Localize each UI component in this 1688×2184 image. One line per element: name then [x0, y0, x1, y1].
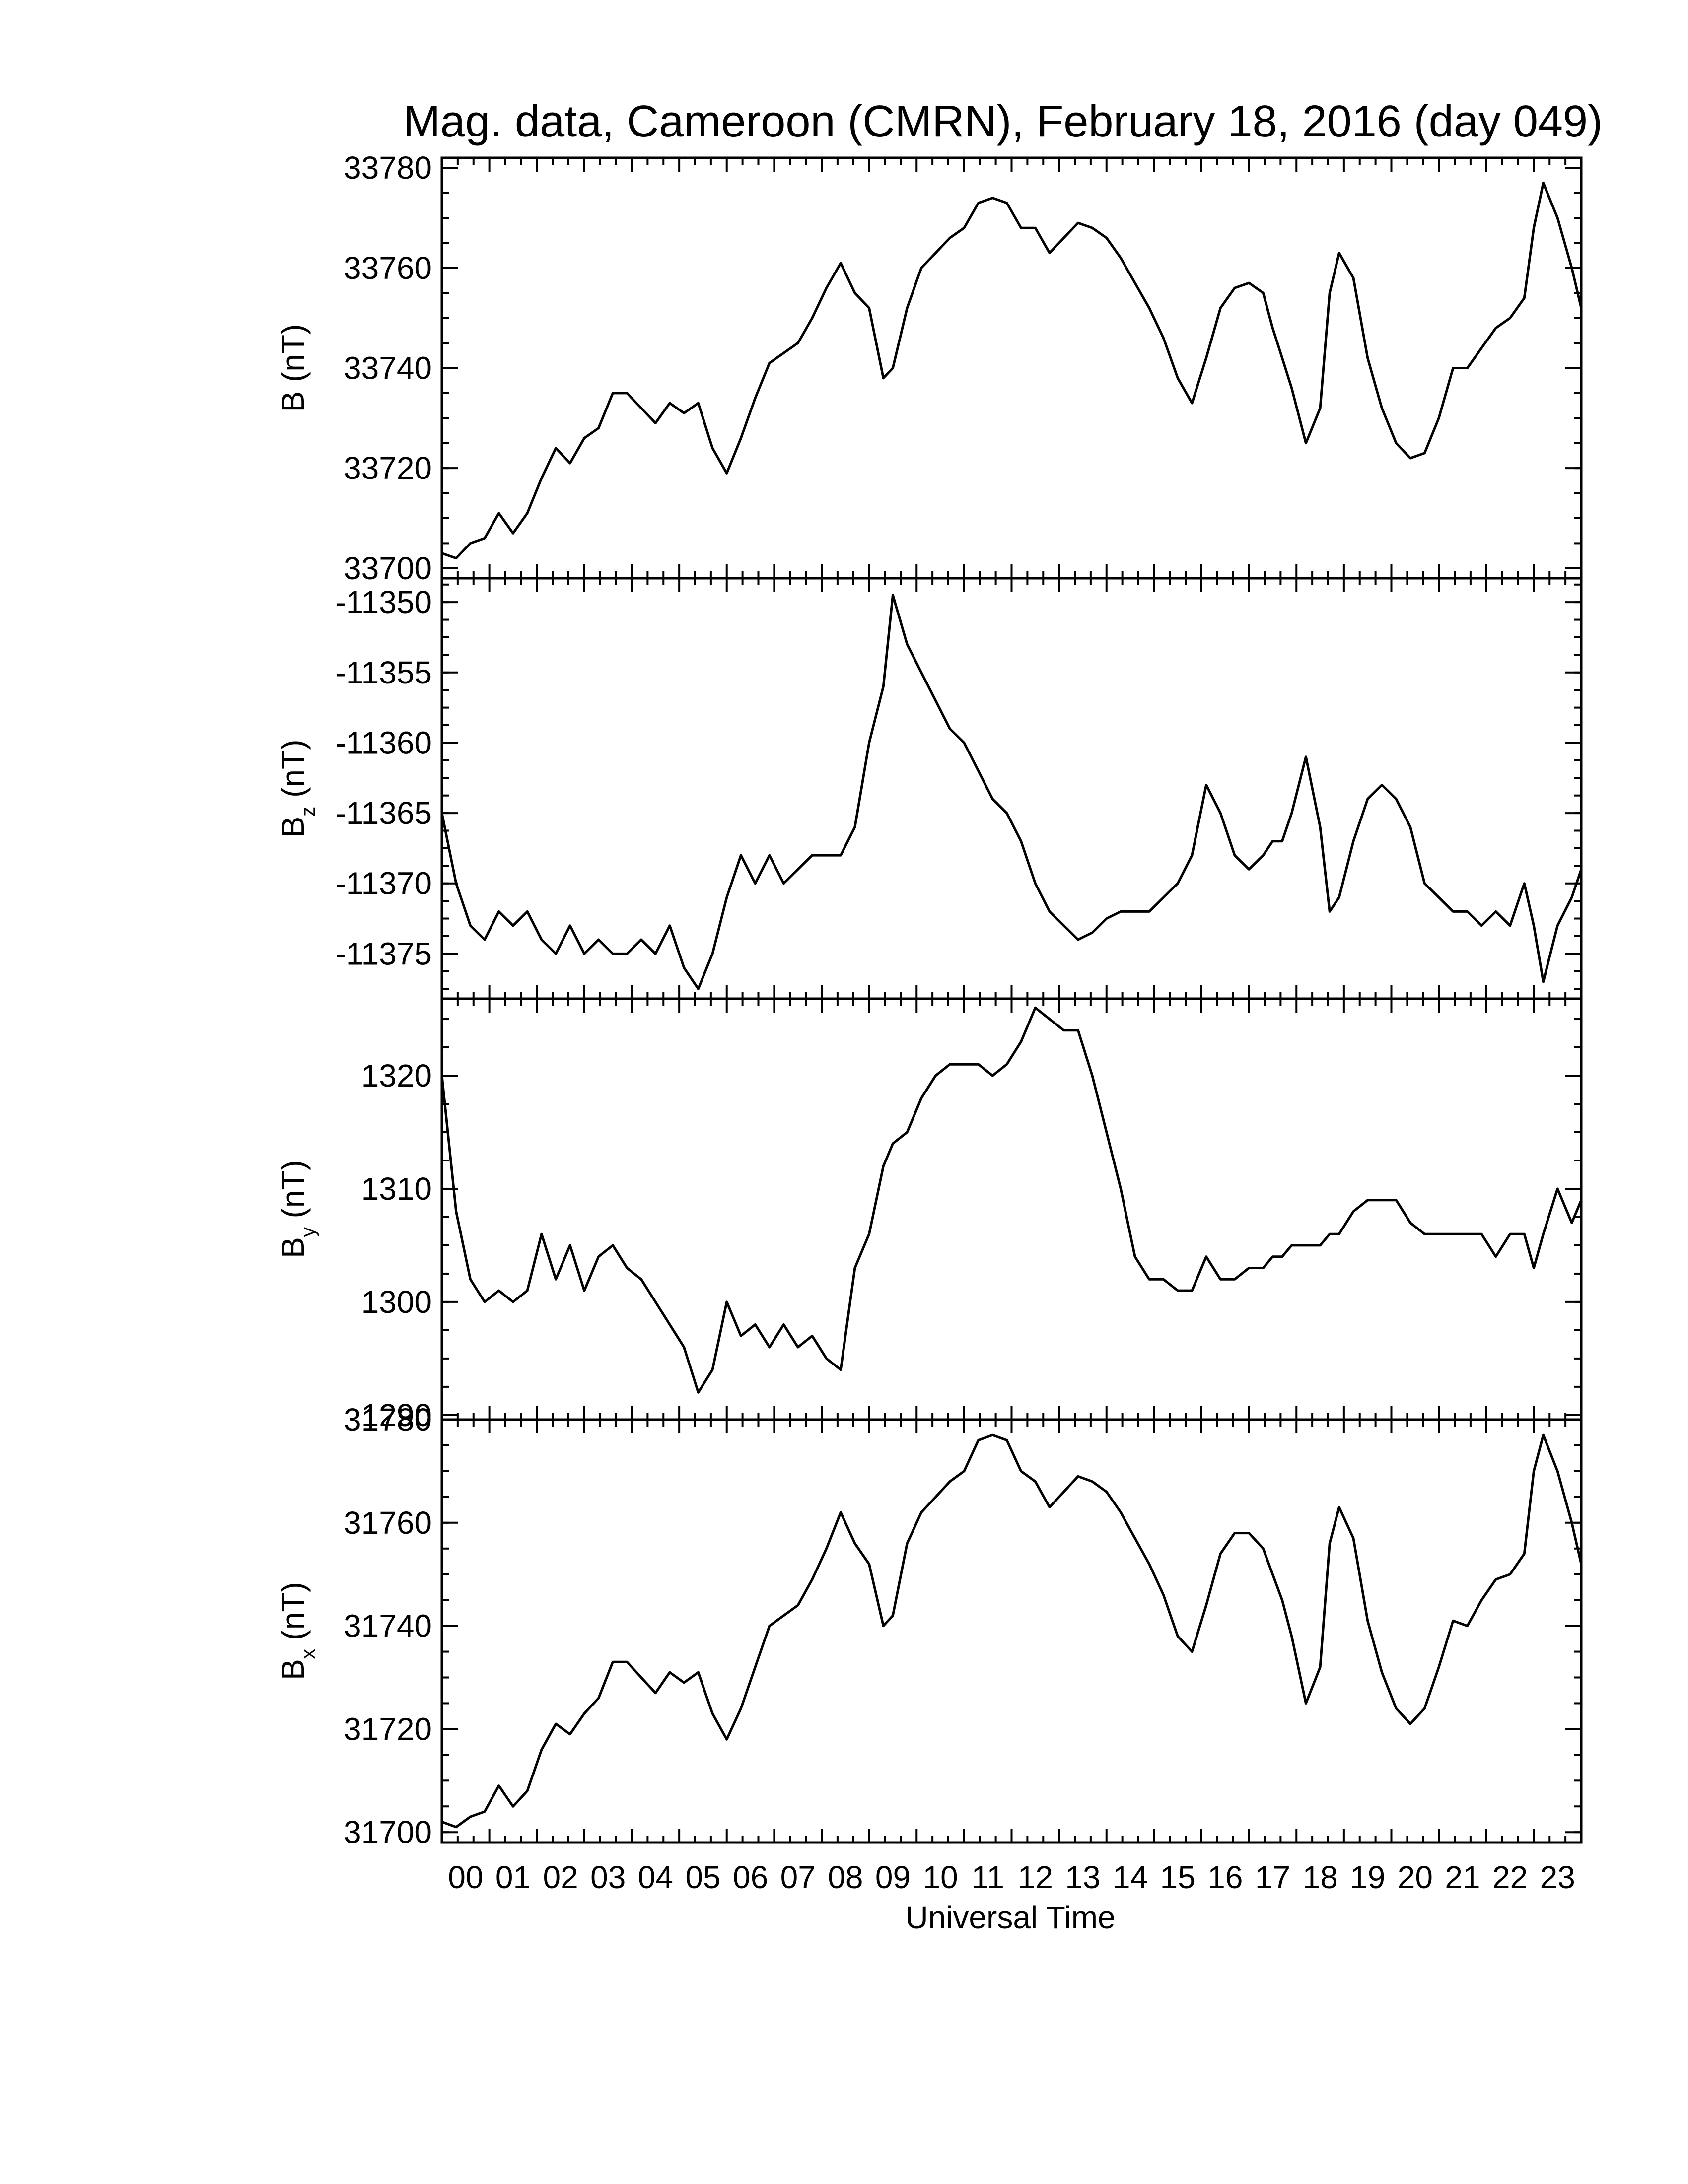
chart-title: Mag. data, Cameroon (CMRN), February 18,…: [403, 97, 1603, 146]
x-axis: 00 01 02 03 04 05 06 07 08 09 10 11 12 13 14 15 16 17 18 19…: [448, 1859, 1575, 1895]
y-tick-label: 1300: [361, 1284, 432, 1320]
y-axis-label-symbol: B: [275, 817, 311, 838]
x-tick-label: 05: [685, 1859, 720, 1895]
x-tick-label: 07: [780, 1859, 816, 1895]
x-tick-label: 10: [922, 1859, 958, 1895]
y-tick-label: 1320: [361, 1058, 432, 1093]
series-line-3: [441, 1433, 1583, 1829]
y-tick-label: 33780: [344, 150, 432, 186]
x-tick-label: 08: [828, 1859, 863, 1895]
x-tick-label: 15: [1160, 1859, 1196, 1895]
y-axis-label-subscript: y: [297, 1227, 319, 1237]
x-tick-label: 22: [1492, 1859, 1528, 1895]
x-tick-label: 00: [448, 1859, 483, 1895]
x-tick-label: 21: [1445, 1859, 1480, 1895]
y-tick-label: 1290: [361, 1397, 432, 1433]
y-axis-label: B (nT): [275, 324, 311, 412]
y-tick-label: -11375: [335, 936, 432, 971]
x-tick-label: 16: [1207, 1859, 1243, 1895]
y-axis-label-subscript: z: [297, 807, 319, 817]
y-axis-label: Bx (nT): [275, 1582, 319, 1680]
plot-frame: [440, 577, 1583, 1000]
y-axis-label-subscript: x: [297, 1649, 319, 1659]
y-axis-label-unit: (nT): [275, 740, 311, 807]
x-tick-label: 11: [971, 1859, 1004, 1895]
x-tick-label: 17: [1255, 1859, 1290, 1895]
panel-0: 33700 33720 33740 33760 33780 B (nT): [275, 150, 1583, 586]
x-tick-label: 13: [1065, 1859, 1100, 1895]
x-tick-label: 04: [638, 1859, 673, 1895]
y-axis-label-symbol: B: [275, 1237, 311, 1258]
x-tick-label: 18: [1302, 1859, 1337, 1895]
y-tick-label: -11365: [335, 795, 432, 831]
y-tick-label: 33720: [344, 450, 432, 486]
series-line-0: [441, 181, 1583, 560]
y-axis-label-symbol: B: [275, 1659, 311, 1680]
y-tick-label: 33740: [344, 350, 432, 386]
y-axis-label: By (nT): [275, 1160, 319, 1258]
y-tick-label: 31780: [344, 1402, 432, 1437]
y-tick-label: 31740: [344, 1608, 432, 1644]
x-tick-label: 09: [875, 1859, 911, 1895]
plot-frame: [440, 1418, 1583, 1844]
x-tick-label: 02: [543, 1859, 578, 1895]
panel-3: 31700 31720 31740 31760 31780 Bx (nT): [275, 1402, 1583, 1850]
x-tick-label: 19: [1350, 1859, 1385, 1895]
y-tick-label: -11350: [335, 584, 432, 620]
y-tick-label: 31700: [344, 1814, 432, 1850]
panel-1: -11375 -11370 -11365 -11360 -11355 -11350 Bz (…: [275, 577, 1583, 1000]
panel-2: 1290 1300 1310 1320 By (nT): [275, 997, 1583, 1433]
x-tick-label: 01: [495, 1859, 531, 1895]
x-tick-label: 14: [1113, 1859, 1148, 1895]
x-tick-label: 23: [1540, 1859, 1575, 1895]
y-axis-label-unit: (nT): [275, 1160, 311, 1227]
plot-frame: [440, 156, 1583, 580]
series-line-1: [440, 594, 1583, 990]
series-line-2: [440, 1006, 1583, 1394]
y-tick-label: 33700: [344, 550, 432, 586]
y-tick-label: 31720: [344, 1711, 432, 1747]
y-tick-label: 31760: [344, 1505, 432, 1541]
y-tick-label: -11355: [335, 655, 432, 690]
y-tick-label: 1310: [361, 1171, 432, 1207]
x-tick-label: 12: [1018, 1859, 1053, 1895]
x-axis-label: Universal Time: [905, 1900, 1115, 1935]
y-axis-label-unit: (nT): [275, 1582, 311, 1649]
x-tick-label: 20: [1398, 1859, 1433, 1895]
y-axis-label: Bz (nT): [275, 740, 319, 838]
x-tick-label: 03: [590, 1859, 626, 1895]
y-tick-label: -11370: [335, 866, 432, 901]
y-tick-label: 33760: [344, 250, 432, 286]
plot-frame: [440, 997, 1583, 1421]
y-tick-label: -11360: [335, 725, 432, 760]
x-tick-label: 06: [733, 1859, 768, 1895]
